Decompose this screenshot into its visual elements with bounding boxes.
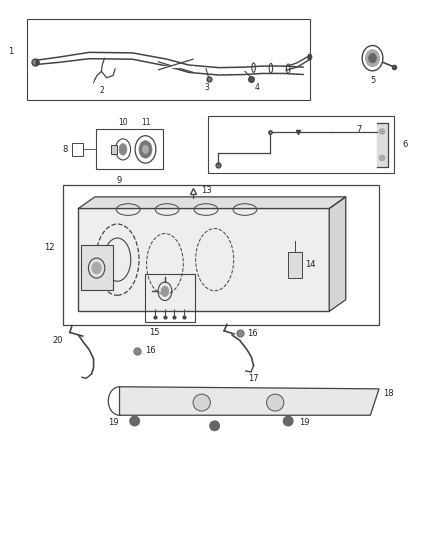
Ellipse shape (267, 394, 284, 411)
Text: 16: 16 (247, 329, 258, 338)
Text: 7: 7 (357, 125, 362, 134)
Bar (208, 116, 394, 173)
Text: 14: 14 (305, 261, 316, 269)
Text: 4: 4 (254, 83, 259, 92)
Text: 12: 12 (44, 243, 55, 252)
Ellipse shape (92, 262, 101, 274)
Bar (111, 145, 117, 154)
Ellipse shape (307, 54, 312, 60)
Bar (81, 245, 113, 290)
Text: 10: 10 (118, 118, 128, 127)
Bar (96, 130, 163, 169)
Text: 18: 18 (383, 389, 394, 398)
Ellipse shape (161, 286, 169, 296)
Polygon shape (329, 197, 346, 311)
Text: 8: 8 (63, 145, 68, 154)
Bar (288, 252, 302, 278)
Bar (72, 143, 83, 156)
Text: 20: 20 (52, 336, 63, 345)
Ellipse shape (193, 394, 210, 411)
Ellipse shape (283, 416, 293, 426)
Text: 1: 1 (8, 47, 14, 56)
Bar (145, 274, 195, 322)
Ellipse shape (119, 143, 127, 155)
Bar (78, 208, 329, 311)
Text: 16: 16 (145, 346, 155, 356)
Bar (64, 185, 379, 325)
Text: 5: 5 (370, 76, 375, 85)
Text: 3: 3 (205, 83, 209, 92)
Ellipse shape (139, 141, 152, 158)
Text: 11: 11 (141, 118, 150, 127)
Text: 9: 9 (117, 176, 122, 185)
Ellipse shape (369, 53, 376, 63)
Bar (27, 19, 310, 100)
Ellipse shape (210, 421, 219, 431)
Text: 13: 13 (201, 186, 212, 195)
Text: 15: 15 (149, 328, 159, 337)
Text: 19: 19 (300, 418, 310, 427)
Text: 6: 6 (402, 140, 407, 149)
Text: 17: 17 (248, 374, 258, 383)
Polygon shape (377, 123, 388, 167)
Text: 2: 2 (100, 86, 105, 95)
Ellipse shape (379, 155, 385, 160)
Ellipse shape (366, 50, 379, 67)
Ellipse shape (379, 129, 385, 134)
Ellipse shape (142, 145, 148, 154)
Polygon shape (78, 197, 346, 208)
Text: 19: 19 (108, 418, 119, 427)
Polygon shape (120, 387, 379, 415)
Ellipse shape (130, 416, 139, 426)
